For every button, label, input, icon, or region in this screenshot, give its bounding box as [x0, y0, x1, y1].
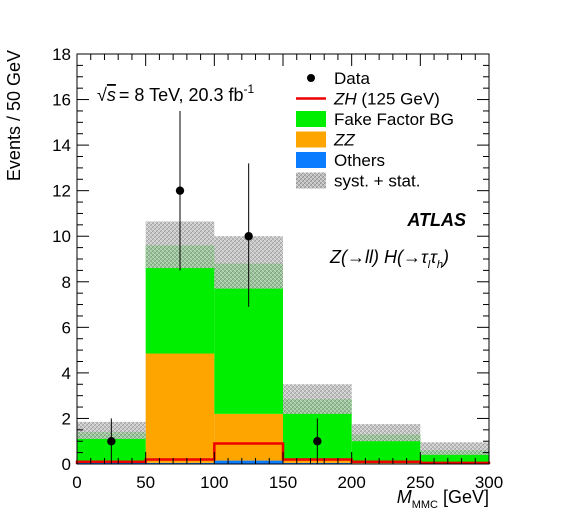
uncertainty-bin-4 — [351, 424, 421, 442]
data-points — [107, 110, 322, 464]
uncertainty-bin-5 — [420, 442, 489, 455]
atlas-label: ATLAS — [406, 210, 466, 230]
sqrt-symbol: √ — [97, 85, 107, 105]
x-axis-title: MMMC [GeV] — [397, 487, 489, 511]
x-tick-label: 0 — [72, 473, 81, 492]
legend-label-4: Others — [334, 151, 385, 170]
y-tick-label: 18 — [52, 45, 71, 64]
axes: 0 50 100 150 200 250 300 0 2 4 6 8 10 12 14 16 18 — [52, 45, 503, 492]
y-tick-label: 12 — [52, 182, 71, 201]
data-point-1 — [175, 186, 185, 195]
legend-label-2: Fake Factor BG — [334, 110, 454, 129]
legend-marker-box — [296, 111, 326, 127]
data-point-0 — [107, 437, 116, 446]
x-tick-label: 200 — [337, 473, 365, 492]
legend-marker-box — [296, 152, 326, 168]
svg-text:Z(→ll) H(→τlτh): Z(→ll) H(→τlτh) — [329, 247, 449, 271]
y-axis-title: Events / 50 GeV — [4, 50, 24, 181]
legend-marker-point — [307, 74, 315, 82]
legend-label-0: Data — [334, 69, 370, 88]
y-tick-label: 4 — [62, 364, 71, 383]
energy-annotation: √s = 8 TeV, 20.3 fb-1 — [97, 82, 255, 105]
uncertainty-bin-3 — [283, 384, 352, 414]
legend-entry-5: syst. + stat. — [296, 172, 420, 191]
legend-marker-hatch — [296, 172, 326, 189]
sqrt-s: s — [107, 85, 116, 105]
legend-entry-4: Others — [296, 151, 385, 170]
legend-label-3: ZZ — [333, 131, 355, 150]
legend-entry-0: Data — [307, 69, 370, 88]
y-tick-label: 16 — [52, 91, 71, 110]
y-tick-label: 8 — [62, 273, 71, 292]
data-point-2 — [244, 232, 253, 241]
y-tick-label: 2 — [62, 409, 71, 428]
y-tick-label: 6 — [62, 318, 71, 337]
process-label: Z(→ll) H(→τlτh) — [329, 247, 449, 271]
bar-others-1 — [145, 462, 215, 464]
legend-marker-box — [296, 131, 326, 148]
legend-label-5: syst. + stat. — [334, 172, 420, 191]
x-tick-label: 50 — [136, 473, 155, 492]
y-tick-label: 10 — [52, 227, 71, 246]
legend-entry-3: ZZ — [296, 131, 355, 150]
bar-zz-1 — [145, 353, 215, 463]
data-point-3 — [313, 437, 322, 446]
y-tick-label: 0 — [62, 455, 71, 474]
x-tick-label: 150 — [269, 473, 297, 492]
y-tick-label: 14 — [52, 136, 71, 155]
x-tick-label: 250 — [406, 473, 434, 492]
svg-text:√s= 8 TeV, 20.3 fb-1: √s = 8 TeV, 20.3 fb-1 — [97, 82, 255, 105]
x-tick-label: 300 — [475, 473, 503, 492]
legend-entry-2: Fake Factor BG — [296, 110, 454, 129]
x-tick-label: 100 — [200, 473, 228, 492]
bar-others-2 — [214, 460, 283, 464]
bar-zz-2 — [214, 413, 283, 461]
legend-label-1: ZH (125 GeV) — [333, 90, 440, 109]
legend-entry-1: ZH (125 GeV) — [296, 90, 440, 109]
